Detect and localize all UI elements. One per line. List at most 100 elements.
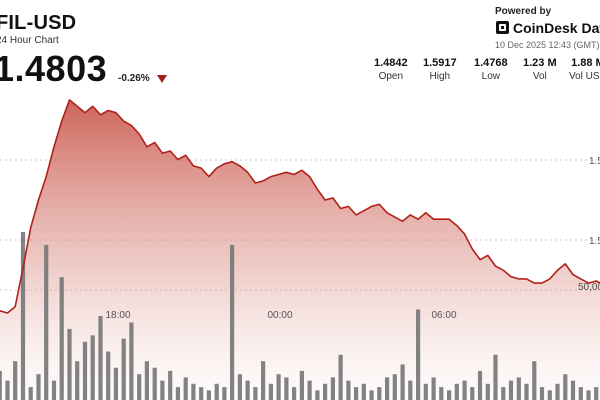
volume-bar xyxy=(501,387,506,400)
volume-bar xyxy=(416,309,421,400)
volume-bar xyxy=(44,244,49,400)
volume-bar xyxy=(90,335,95,400)
current-price: 1.4803 xyxy=(0,48,108,89)
volume-bar xyxy=(284,377,289,400)
volume-bar xyxy=(183,377,188,400)
price-change-percent: -0.26% xyxy=(118,73,150,84)
price-line-path xyxy=(0,99,600,314)
volume-bar xyxy=(385,377,390,400)
volume-bar xyxy=(292,387,297,400)
price-area-fill xyxy=(0,99,600,400)
volume-bar xyxy=(346,380,351,400)
volume-bar xyxy=(59,277,64,400)
volume-bar xyxy=(423,383,428,400)
volume-bar xyxy=(555,383,560,400)
stat-low-value: 1.4768 xyxy=(474,57,508,69)
stat-vol-value: 1.23 M xyxy=(523,57,557,69)
volume-bar xyxy=(338,354,343,400)
x-tick-label: 06:00 xyxy=(431,310,456,321)
volume-bar xyxy=(268,383,273,400)
volume-bar xyxy=(330,377,335,400)
x-tick-label: 18:00 xyxy=(105,310,130,321)
volume-bar xyxy=(508,380,514,400)
y-tick-label: 1.5 xyxy=(589,156,600,167)
volume-bar xyxy=(28,387,33,400)
stat-vol-usd-label: Vol USD xyxy=(569,71,600,82)
volume-bar xyxy=(539,387,545,400)
volume-bar xyxy=(439,387,444,400)
volume-bar xyxy=(82,341,88,400)
volume-tick-label: 50,000 xyxy=(578,282,600,293)
volume-bar xyxy=(230,244,235,400)
volume-bar xyxy=(369,390,374,400)
volume-bar xyxy=(408,380,413,400)
stat-high-label: High xyxy=(429,71,451,82)
volume-bar xyxy=(51,380,57,400)
powered-by-label: Powered by xyxy=(495,6,552,17)
volume-bar xyxy=(206,390,211,400)
volume-bar xyxy=(129,322,134,400)
volume-bar xyxy=(431,377,436,400)
volume-bar xyxy=(137,374,142,400)
volume-bar xyxy=(261,361,266,400)
volume-bar xyxy=(361,383,366,400)
stat-vol: 1.23 M Vol xyxy=(523,57,557,82)
volume-bar xyxy=(13,361,18,400)
volume-bar xyxy=(532,361,537,400)
volume-bar xyxy=(516,377,521,400)
volume-bar xyxy=(307,380,312,400)
stat-vol-usd-value: 1.88 M xyxy=(571,57,600,69)
volume-bar xyxy=(67,328,72,400)
volume-bar xyxy=(323,383,328,400)
volume-bar xyxy=(106,351,111,400)
volume-bar xyxy=(160,380,165,400)
stat-low: 1.4768 Low xyxy=(474,57,508,82)
volume-bar xyxy=(191,383,196,400)
y-tick-label: 1.5 xyxy=(589,236,600,247)
volume-bar xyxy=(20,232,26,400)
stat-low-label: Low xyxy=(481,71,500,82)
volume-bars xyxy=(0,232,599,400)
price-line xyxy=(0,99,600,314)
stat-open-value: 1.4842 xyxy=(374,57,408,69)
volume-bar xyxy=(214,383,219,400)
volume-bar xyxy=(594,387,599,400)
volume-bar xyxy=(121,338,126,400)
volume-bar xyxy=(113,367,118,400)
price-area xyxy=(0,99,600,400)
volume-bar xyxy=(454,383,459,400)
brand-name: CoinDesk Data xyxy=(513,20,600,36)
volume-bar xyxy=(237,374,242,400)
volume-bar xyxy=(75,361,80,400)
volume-bar xyxy=(36,374,41,400)
stat-open-label: Open xyxy=(378,71,404,82)
volume-bar xyxy=(222,387,227,400)
volume-bar xyxy=(392,374,397,400)
volume-bar xyxy=(199,387,204,400)
down-arrow-icon xyxy=(157,75,167,83)
volume-bar xyxy=(354,387,359,400)
volume-bar xyxy=(462,380,467,400)
volume-bar xyxy=(98,316,103,400)
volume-bar xyxy=(168,370,173,400)
stat-vol-usd: 1.88 M Vol USD xyxy=(569,57,600,82)
volume-bar xyxy=(400,364,405,400)
volume-bar xyxy=(144,361,149,400)
axis-labels: 18:00 00:00 06:00 1.5 1.5 50,000 xyxy=(105,156,600,321)
volume-bar xyxy=(447,390,452,400)
volume-bar xyxy=(299,370,304,400)
stat-high-value: 1.5917 xyxy=(423,57,457,69)
coindesk-logo-icon xyxy=(496,21,509,34)
volume-bar xyxy=(245,380,250,400)
volume-bar xyxy=(152,367,157,400)
volume-bar xyxy=(547,390,552,400)
volume-bar xyxy=(470,387,475,400)
stat-high: 1.5917 High xyxy=(423,57,457,82)
volume-bar xyxy=(485,383,490,400)
volume-bar xyxy=(570,380,576,400)
volume-bar xyxy=(377,387,382,400)
volume-bar xyxy=(493,354,498,400)
volume-bar xyxy=(175,387,180,400)
stat-open: 1.4842 Open xyxy=(374,57,408,82)
